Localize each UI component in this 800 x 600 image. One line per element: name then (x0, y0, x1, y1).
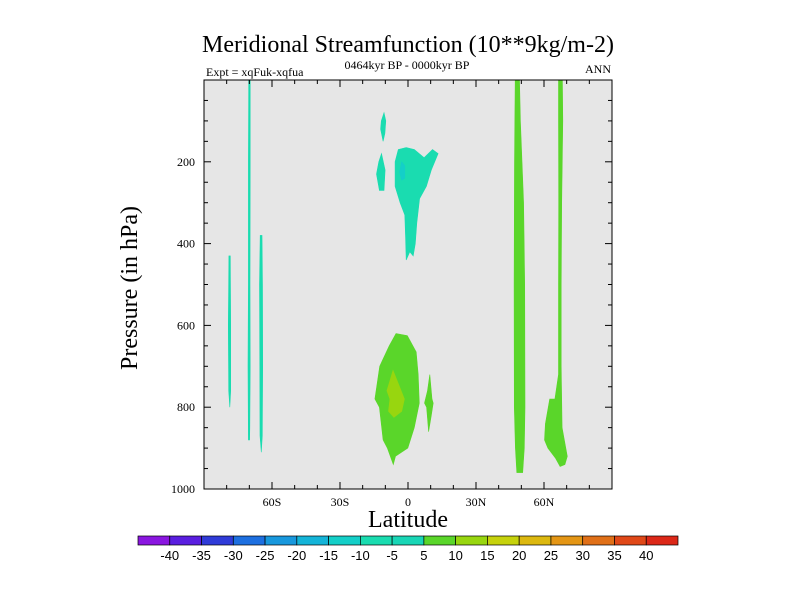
left-string: Expt = xqFuk-xqfua (206, 65, 304, 79)
colorbar-swatch (328, 535, 361, 546)
colorbar-label: -30 (224, 548, 243, 563)
x-tick-label: 60N (534, 495, 555, 509)
colorbar-label: -35 (192, 548, 211, 563)
colorbar-swatch (201, 535, 234, 546)
y-axis-label: Pressure (in hPa) (117, 206, 143, 370)
x-axis-label: Latitude (368, 507, 448, 533)
right-string: ANN (585, 62, 611, 76)
colorbar-label: 35 (607, 548, 621, 563)
colorbar-swatch (423, 535, 456, 546)
y-tick-label: 400 (177, 237, 195, 251)
colorbar-label: 5 (420, 548, 427, 563)
center-string: 0464kyr BP - 0000kyr BP (345, 58, 470, 72)
colorbar-label: -40 (160, 548, 179, 563)
colorbar-swatch (137, 535, 171, 546)
chart-title: Meridional Streamfunction (10**9kg/m-2) (202, 32, 614, 58)
colorbar-label: 15 (480, 548, 494, 563)
colorbar-label: -5 (386, 548, 398, 563)
y-tick-label: 800 (177, 400, 195, 414)
axis-ticks: 60S 30S 0 30N 60N 200 400 600 800 1000 (171, 79, 613, 509)
colorbar-swatch (487, 535, 520, 546)
colorbar-swatch (614, 535, 647, 546)
x-tick-label: 0 (405, 495, 411, 509)
contour-region-tropical-upper-negative-cell (394, 147, 439, 261)
y-tick-label: 600 (177, 318, 195, 332)
colorbar-swatch (169, 535, 202, 546)
colorbar-label: 30 (575, 548, 589, 563)
contour-region-tropical-upper-negative-small-b (376, 152, 386, 191)
colorbar-label: -20 (287, 548, 306, 563)
colorbar-swatch (264, 535, 298, 546)
colorbar-label: -10 (351, 548, 370, 563)
colorbar-swatch (645, 535, 679, 546)
colorbar-label: 25 (544, 548, 558, 563)
colorbar-swatch (455, 535, 488, 546)
colorbar-label: 10 (448, 548, 462, 563)
x-tick-label: 30S (331, 495, 350, 509)
contour-region-tropical-lower-positive-small (424, 374, 434, 432)
x-tick-label: 30N (466, 495, 487, 509)
contour-region-tropical-upper-negative-core (399, 161, 406, 181)
contour-region-sh-high-lat-band-c (227, 255, 231, 408)
contour-region-tropical-upper-negative-small-a (380, 111, 387, 142)
colorbar: -40 -35 -30 -25 -20 -15 -10 -5 5 10 15 20 25 30 35 40 (137, 535, 679, 563)
colorbar-swatch (518, 535, 552, 546)
colorbar-label: 20 (512, 548, 526, 563)
colorbar-swatch (582, 535, 615, 546)
colorbar-swatch (296, 535, 329, 546)
y-tick-label: 1000 (171, 482, 195, 496)
contour-region-tropical-lower-positive-core (386, 369, 405, 418)
colorbar-label: 40 (639, 548, 653, 563)
y-tick-label: 200 (177, 155, 195, 169)
contour-region-sh-high-lat-band-a (247, 79, 251, 441)
colorbar-swatch (360, 535, 393, 546)
colorbar-label: -15 (319, 548, 338, 563)
x-tick-label: 60S (263, 495, 282, 509)
contour-region-sh-high-lat-band-b (259, 235, 264, 453)
contour-region-nh-high-lat-band-b (544, 79, 568, 467)
colorbar-swatch (232, 535, 266, 546)
colorbar-label: -25 (256, 548, 275, 563)
colorbar-swatch (550, 535, 584, 546)
contour-region-nh-high-lat-band-a (513, 79, 526, 473)
contour-regions (227, 79, 568, 473)
colorbar-swatch (391, 535, 425, 546)
